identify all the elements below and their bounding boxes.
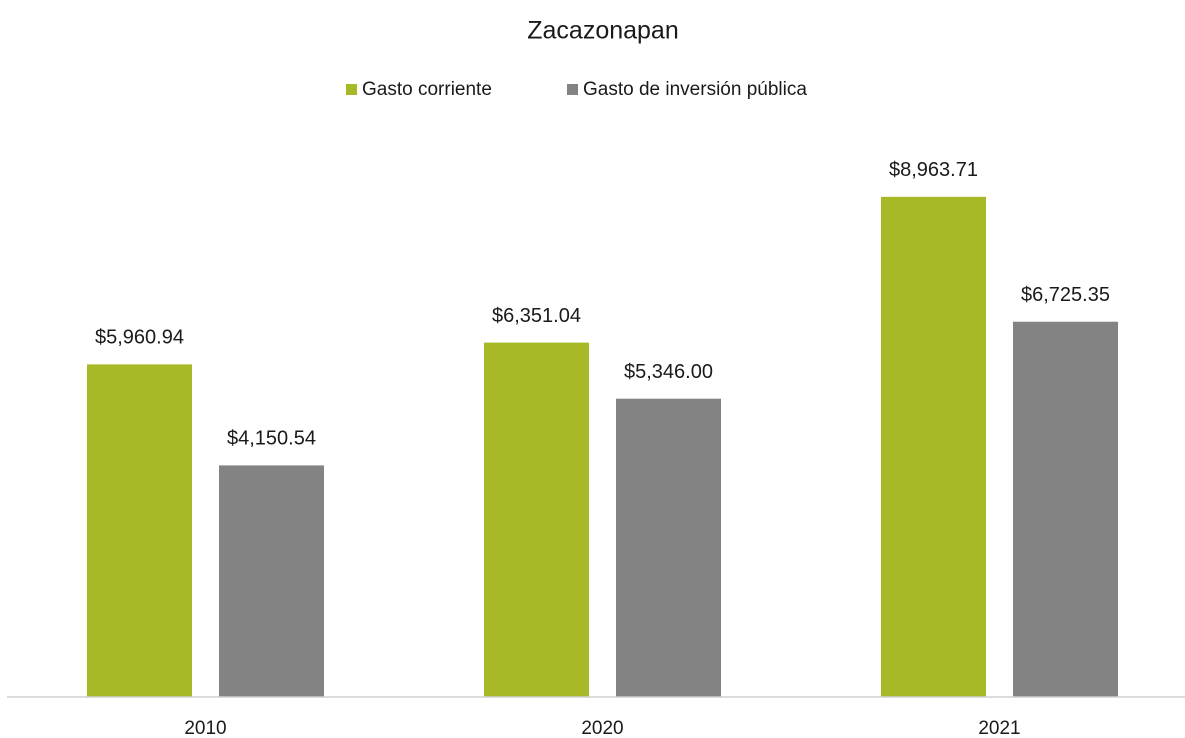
data-label: $8,963.71: [889, 159, 978, 181]
data-label: $6,351.04: [492, 305, 581, 327]
bar: [616, 398, 721, 697]
legend-swatch: [346, 84, 357, 95]
bar: [219, 465, 324, 697]
bar: [1013, 321, 1118, 697]
bar: [87, 364, 192, 697]
bar: [484, 342, 589, 697]
x-tick-label: 2020: [581, 718, 623, 738]
bar: [881, 196, 986, 697]
data-label: $5,346.00: [624, 361, 713, 383]
legend-label: Gasto de inversión pública: [583, 79, 807, 100]
data-label: $6,725.35: [1021, 284, 1110, 306]
legend-swatch: [567, 84, 578, 95]
data-label: $4,150.54: [227, 428, 316, 450]
legend-label: Gasto corriente: [362, 79, 492, 100]
data-label: $5,960.94: [95, 327, 184, 349]
x-tick-label: 2010: [184, 718, 226, 738]
x-tick-label: 2021: [978, 718, 1020, 738]
chart-title: Zacazonapan: [527, 17, 679, 45]
